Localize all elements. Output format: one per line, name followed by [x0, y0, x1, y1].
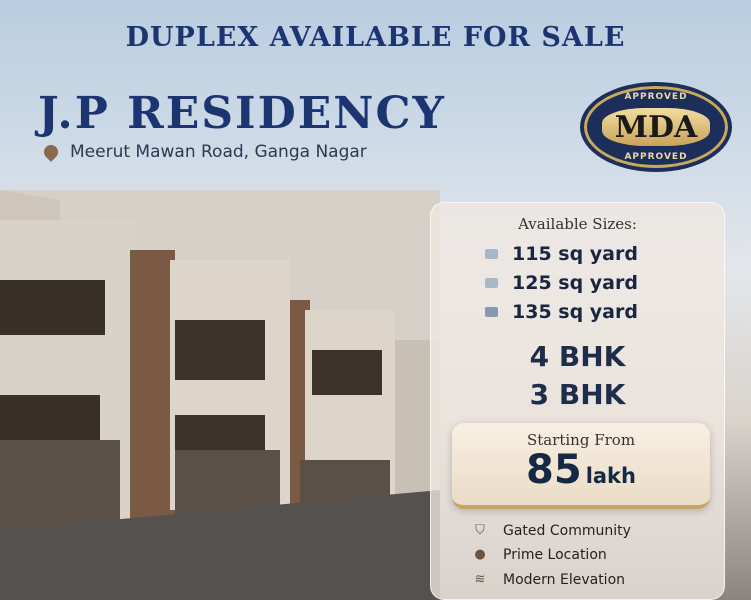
duplex-building-image	[0, 190, 440, 600]
size-item: 115 sq yard	[485, 243, 638, 265]
feature-item: ≋ Modern Elevation	[473, 572, 625, 588]
bullet-icon	[485, 278, 498, 288]
bullet-icon	[485, 249, 498, 259]
badge-bottom-text: APPROVED	[624, 152, 688, 162]
size-item: 125 sq yard	[485, 272, 638, 294]
price-box: Starting From 85 lakh	[452, 423, 710, 509]
bullet-icon	[485, 307, 498, 317]
price-unit: lakh	[585, 464, 636, 488]
mda-approved-badge: APPROVED MDA APPROVED	[580, 82, 732, 172]
size-label: 135 sq yard	[512, 301, 638, 323]
location-pin-icon	[41, 142, 61, 162]
config-4bhk: 4 BHK	[529, 340, 626, 373]
building-icon: ≋	[474, 572, 486, 587]
project-name: J.P RESIDENCY	[38, 88, 446, 139]
feature-label: Gated Community	[503, 523, 631, 539]
size-label: 125 sq yard	[512, 272, 638, 294]
details-panel	[430, 202, 725, 600]
headline: DUPLEX AVAILABLE FOR SALE	[125, 22, 626, 53]
badge-main-text: MDA	[602, 108, 710, 146]
sizes-heading: Available Sizes:	[518, 215, 637, 233]
shield-icon: ⛉	[475, 523, 485, 538]
location-pin-icon: ●	[474, 547, 486, 562]
feature-item: ⛉ Gated Community	[473, 523, 631, 539]
feature-label: Prime Location	[503, 547, 607, 563]
price-label: Starting From	[526, 431, 636, 449]
config-3bhk: 3 BHK	[529, 378, 626, 411]
size-item: 135 sq yard	[485, 301, 638, 323]
location-text: Meerut Mawan Road, Ganga Nagar	[70, 142, 367, 162]
price-value: 85	[526, 447, 582, 493]
feature-item: ● Prime Location	[473, 547, 607, 563]
location: Meerut Mawan Road, Ganga Nagar	[41, 142, 367, 162]
feature-label: Modern Elevation	[503, 572, 626, 588]
badge-top-text: APPROVED	[624, 92, 688, 102]
size-label: 115 sq yard	[512, 243, 638, 265]
